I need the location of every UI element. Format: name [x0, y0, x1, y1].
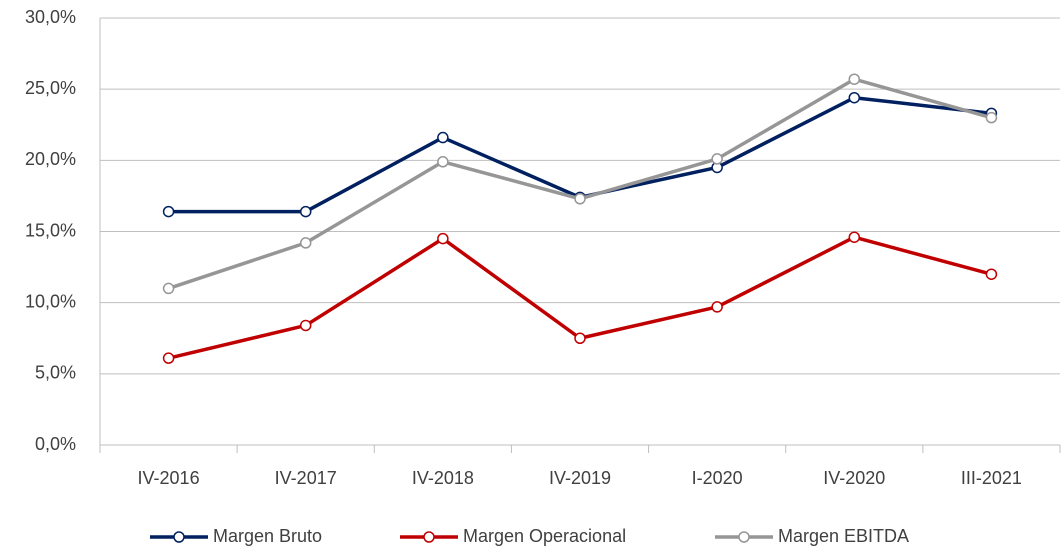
point-marker	[162, 352, 175, 364]
legend-marker	[423, 531, 435, 543]
point-marker	[711, 301, 723, 313]
point-marker	[985, 111, 998, 124]
x-tick-label: IV-2020	[823, 468, 885, 488]
y-tick-label: 30,0%	[25, 7, 76, 27]
point-marker	[299, 319, 312, 332]
y-tick-label: 10,0%	[25, 291, 76, 311]
legend-label: Margen Operacional	[463, 526, 626, 546]
point-marker	[299, 205, 312, 218]
legend-label: Margen Bruto	[213, 526, 322, 546]
point-marker	[574, 332, 586, 344]
point-marker	[437, 232, 449, 245]
point-marker	[574, 193, 586, 205]
x-tick-label: III-2021	[961, 468, 1022, 488]
x-tick-label: I-2020	[692, 468, 743, 488]
x-tick-label: IV-2017	[275, 468, 337, 488]
y-tick-label: 0,0%	[35, 434, 76, 454]
y-tick-label: 25,0%	[25, 78, 76, 98]
x-tick-label: IV-2019	[549, 468, 611, 488]
point-marker	[848, 73, 861, 85]
legend-marker	[738, 531, 750, 543]
point-marker	[437, 156, 449, 168]
x-tick-label: IV-2018	[412, 468, 474, 488]
x-tick-label: IV-2016	[138, 468, 200, 488]
point-marker	[848, 91, 861, 104]
legend-marker	[173, 531, 185, 543]
legend-label: Margen EBITDA	[778, 526, 909, 546]
y-tick-label: 5,0%	[35, 363, 76, 383]
y-tick-label: 15,0%	[25, 220, 76, 240]
point-marker	[162, 282, 175, 295]
point-marker	[162, 205, 175, 218]
y-tick-label: 20,0%	[25, 149, 76, 169]
point-marker	[848, 231, 861, 243]
point-marker	[437, 131, 449, 144]
point-marker	[711, 153, 723, 165]
series-line	[168, 77, 992, 291]
point-marker	[299, 237, 312, 249]
point-marker	[985, 268, 998, 280]
